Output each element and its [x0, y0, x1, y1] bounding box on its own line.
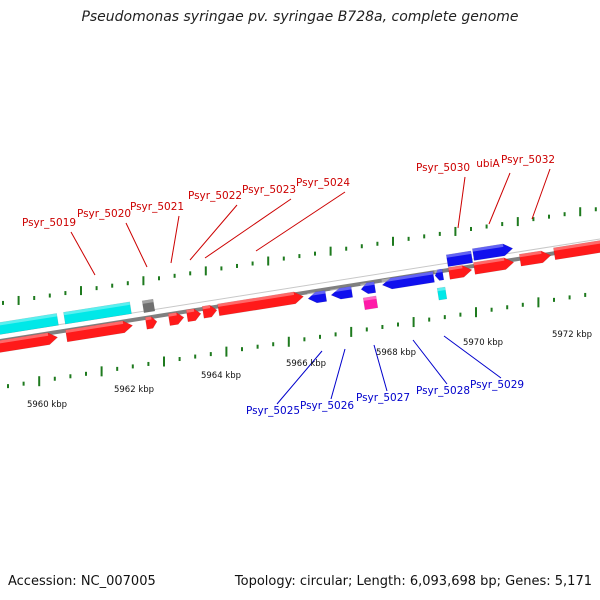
- kbp-label: 5962 kbp: [114, 385, 154, 395]
- forward-gene-arrow: [0, 332, 59, 355]
- gene-label-top: ubiA: [476, 158, 500, 170]
- leader-line: [189, 204, 238, 261]
- genome-title: Pseudomonas syringae pv. syringae B728a,…: [81, 9, 519, 25]
- kbp-label: 5964 kbp: [201, 371, 241, 381]
- gene-label-bottom: Psyr_5027: [356, 392, 410, 404]
- leader-line: [204, 198, 292, 259]
- cyan-feature: [63, 301, 132, 325]
- leader-line: [531, 168, 551, 220]
- forward-gene-arrow: [144, 316, 158, 330]
- features-group: [0, 240, 600, 355]
- forward-gene-arrow: [217, 291, 304, 317]
- leader-line: [330, 348, 346, 400]
- gene-label-top: Psyr_5032: [501, 154, 555, 166]
- gene-label-top: Psyr_5020: [77, 208, 131, 220]
- kbp-label: 5966 kbp: [286, 359, 326, 369]
- gray-feature: [141, 298, 156, 314]
- kbp-label: 5968 kbp: [376, 348, 416, 358]
- accession-text: Accession: NC_007005: [8, 574, 156, 589]
- gene-label-bottom: Psyr_5028: [416, 385, 470, 397]
- leader-line: [373, 344, 388, 392]
- gene-label-top: Psyr_5023: [242, 184, 296, 196]
- gene-label-bottom: Psyr_5029: [470, 379, 524, 391]
- kbp-label: 5960 kbp: [27, 400, 67, 410]
- forward-gene-arrow: [201, 304, 218, 319]
- forward-gene-arrow: [553, 240, 600, 261]
- gene-label-top: Psyr_5019: [22, 217, 76, 229]
- kbp-label: 5972 kbp: [552, 330, 592, 340]
- forward-gene-arrow: [185, 308, 202, 323]
- reverse-gene-arrow: [434, 268, 445, 281]
- leader-line: [488, 172, 511, 225]
- reverse-gene-arrow: [307, 290, 328, 304]
- leader-line: [443, 335, 502, 379]
- leader-line: [70, 231, 96, 276]
- reverse-gene-arrow: [381, 271, 435, 290]
- reverse-gene-arrow: [360, 281, 377, 295]
- kbp-label: 5970 kbp: [463, 338, 503, 348]
- reverse-gene-block: [445, 250, 474, 267]
- forward-gene-arrow: [473, 257, 515, 275]
- axis-labels-group: 5960 kbp 5962 kbp 5964 kbp 5966 kbp 5968 kbp…: [27, 330, 592, 410]
- genome-summary: Topology: circular; Length: 6,093,698 bp…: [234, 574, 592, 589]
- leader-line: [276, 350, 323, 405]
- gene-label-bottom: Psyr_5025: [246, 405, 300, 417]
- upper-tick-row: [2, 207, 597, 305]
- gene-label-top: Psyr_5024: [296, 177, 350, 189]
- cyan-feature: [436, 286, 448, 301]
- leader-line: [255, 191, 346, 252]
- forward-gene-arrow: [518, 250, 552, 267]
- gene-label-top: Psyr_5021: [130, 201, 184, 213]
- reverse-gene-arrow: [330, 286, 354, 300]
- forward-gene-arrow: [65, 320, 134, 343]
- forward-gene-arrow: [447, 265, 473, 280]
- gene-label-top: Psyr_5022: [188, 190, 242, 202]
- leader-line: [457, 176, 466, 229]
- reverse-gene-arrow: [472, 243, 514, 261]
- gene-label-top: Psyr_5030: [416, 162, 470, 174]
- pink-feature: [362, 295, 379, 311]
- leader-line: [125, 222, 148, 268]
- cyan-feature: [0, 313, 59, 337]
- leader-line: [412, 339, 448, 385]
- lower-tick-row: [7, 292, 587, 389]
- forward-gene-arrow: [167, 312, 185, 326]
- gene-label-bottom: Psyr_5026: [300, 400, 354, 412]
- leader-line: [170, 215, 180, 264]
